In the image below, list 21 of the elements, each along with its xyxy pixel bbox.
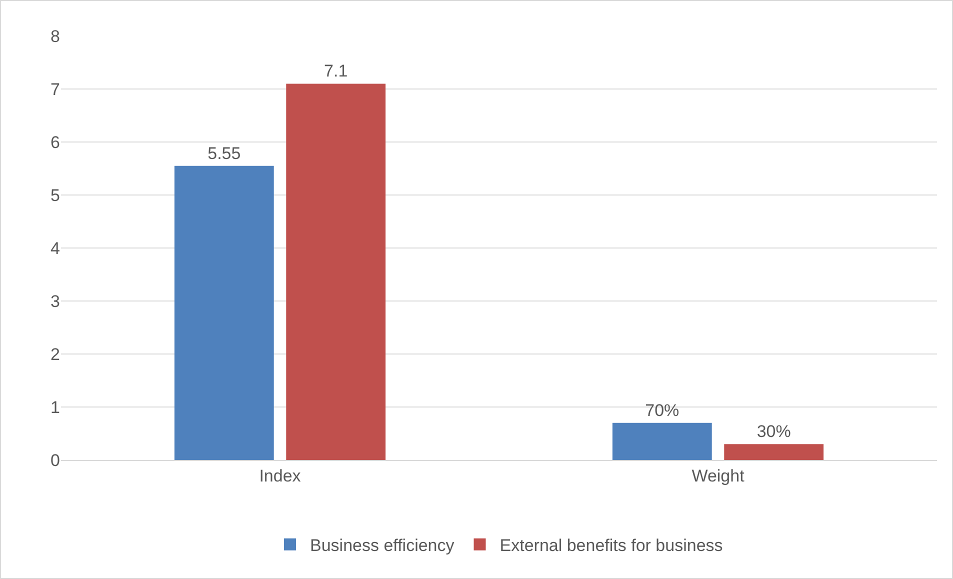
data-label: 30%: [756, 422, 791, 442]
x-tick-label: Weight: [692, 466, 745, 486]
data-label: 5.55: [208, 144, 241, 163]
y-tick-label: 4: [50, 238, 60, 258]
legend-label: External benefits for business: [500, 536, 723, 555]
y-tick-label: 3: [50, 292, 60, 311]
y-tick-label: 2: [50, 344, 60, 364]
y-tick-label: 1: [50, 398, 60, 417]
y-tick-label: 0: [50, 450, 60, 470]
y-tick-label: 7: [50, 80, 60, 99]
bar: [286, 84, 386, 460]
bar: [612, 422, 712, 460]
legend-label: Business efficiency: [310, 536, 455, 555]
y-tick-label: 5: [50, 186, 60, 205]
bar: [724, 444, 824, 460]
x-tick-label: Index: [259, 466, 302, 486]
data-label: 70%: [645, 400, 680, 420]
y-tick-label: 8: [50, 26, 60, 46]
data-label: 7.1: [324, 62, 348, 81]
bar: [174, 166, 274, 460]
y-tick-label: 6: [50, 132, 60, 152]
